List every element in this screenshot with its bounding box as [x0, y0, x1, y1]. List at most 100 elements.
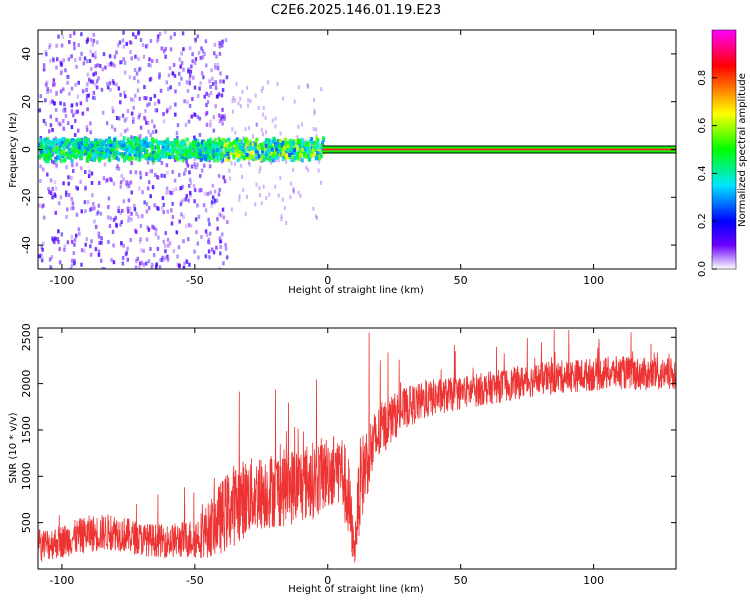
spectrogram-cell [177, 245, 181, 250]
spectrogram-cell [130, 156, 134, 161]
spectrogram-cell [239, 96, 242, 101]
spectrogram-cell [211, 151, 215, 156]
spectrogram-cell [158, 140, 162, 145]
spectrogram-cell [227, 137, 231, 142]
spectrogram-cell [183, 261, 186, 266]
spectrogram-cell [158, 32, 162, 37]
spectrogram-cell [279, 131, 282, 136]
spectrogram-cell [193, 152, 197, 157]
spectrogram-cell [110, 257, 113, 262]
spectrogram-cell [114, 147, 118, 152]
spectrogram-cell [53, 160, 56, 165]
spectrogram-cell [255, 122, 258, 127]
spectrogram-cell [215, 94, 219, 99]
spectrogram-cell [42, 241, 45, 246]
spectrogram-cell [84, 170, 87, 175]
spectrogram-cell [109, 87, 112, 92]
spectrogram-cell [214, 80, 217, 85]
spectrogram-cell [309, 139, 313, 144]
spectrogram-cell [212, 158, 216, 163]
spectrogram-cell [242, 156, 246, 161]
spectrogram-cell [193, 249, 196, 254]
spectrogram-cell [79, 101, 83, 106]
spectrogram-cell [222, 215, 226, 220]
spectrogram-cell [182, 140, 186, 145]
spectrogram-cell [81, 111, 85, 116]
y-tick-label: -40 [20, 236, 33, 254]
spectrogram-cell [171, 214, 175, 219]
spectrogram-cell [173, 73, 177, 78]
spectrogram-cell [211, 76, 214, 81]
spectrogram-cell [188, 177, 192, 182]
spectrogram-cell [199, 188, 203, 193]
spectrogram-cell [62, 126, 66, 131]
spectrogram-cell [193, 112, 197, 117]
spectrogram-cell [216, 152, 220, 157]
spectrogram-cell [214, 152, 218, 157]
spectrogram-cell [254, 152, 258, 157]
snr-y-ticks: 500 1000 1500 2000 2500 [20, 323, 676, 533]
spectrogram-cell [229, 144, 233, 149]
spectrogram-cell [267, 80, 270, 85]
spectrogram-cell [214, 86, 218, 91]
spectrogram-cell [237, 142, 241, 147]
spectrogram-cell [105, 81, 109, 86]
spectrogram-cell [282, 147, 286, 152]
spectrogram-cell [95, 147, 99, 152]
spectrogram-cell [102, 176, 106, 181]
spectrogram-cell [42, 215, 46, 220]
spectrogram-cell [98, 180, 101, 185]
spectrogram-cell [130, 211, 133, 216]
spectrogram-cell [216, 156, 220, 161]
spectrogram-cell [310, 150, 314, 155]
spectrogram-x-ticks: -100 -50 0 50 100 [49, 30, 604, 287]
spectrogram-cell [93, 206, 96, 211]
spectrogram-cell [145, 43, 149, 48]
spectrogram-cell [195, 150, 199, 155]
spectrogram-cell [72, 251, 76, 256]
spectrogram-cell [170, 155, 174, 160]
spectrogram-cell [57, 121, 60, 126]
spectrogram-cell [186, 155, 190, 160]
spectrogram-cell [116, 164, 119, 169]
x-tick-label: -50 [186, 274, 204, 287]
spectrogram-cell [120, 140, 124, 145]
spectrogram-cell [218, 119, 222, 124]
spectrogram-cell [86, 38, 89, 43]
spectrogram-cell [207, 138, 211, 143]
spectrogram-cell [46, 87, 50, 92]
spectrogram-cell [232, 154, 236, 159]
spectrogram-cell [262, 132, 265, 137]
spectrogram-cell [93, 219, 96, 224]
spectrogram-cell [149, 133, 152, 138]
spectrogram-cell [209, 140, 213, 145]
spectrogram-cell [313, 147, 317, 152]
spectrogram-cell [86, 107, 89, 112]
spectrogram-cell [69, 33, 72, 38]
spectrogram-cell [255, 122, 258, 127]
spectrogram-cell [209, 158, 212, 163]
spectrogram-cell [221, 88, 225, 93]
spectrogram-cell [44, 121, 48, 126]
spectrogram-cell [144, 154, 148, 159]
spectrogram-cell [108, 54, 112, 59]
spectrogram-cell [66, 80, 69, 85]
spectrogram-cell [89, 37, 93, 42]
spectrogram-cell [72, 41, 76, 46]
spectrogram-cell [133, 67, 137, 72]
spectrogram-cell [193, 199, 196, 204]
spectrogram-cell [320, 180, 323, 185]
spectrogram-cell [281, 140, 285, 145]
spectrogram-cell [147, 259, 151, 264]
spectrogram-cell [109, 61, 113, 66]
spectrogram-cell [175, 148, 179, 153]
spectrogram-cell [207, 249, 211, 254]
spectrogram-cell [130, 56, 133, 61]
spectrogram-cell [233, 98, 236, 103]
spectrogram-cell [79, 179, 82, 184]
spectrogram-cell [253, 142, 257, 147]
spectrogram-cell [292, 189, 295, 194]
spectrogram-cell [262, 112, 265, 117]
spectrogram-cell [265, 156, 269, 161]
spectrogram-cell [63, 247, 66, 252]
